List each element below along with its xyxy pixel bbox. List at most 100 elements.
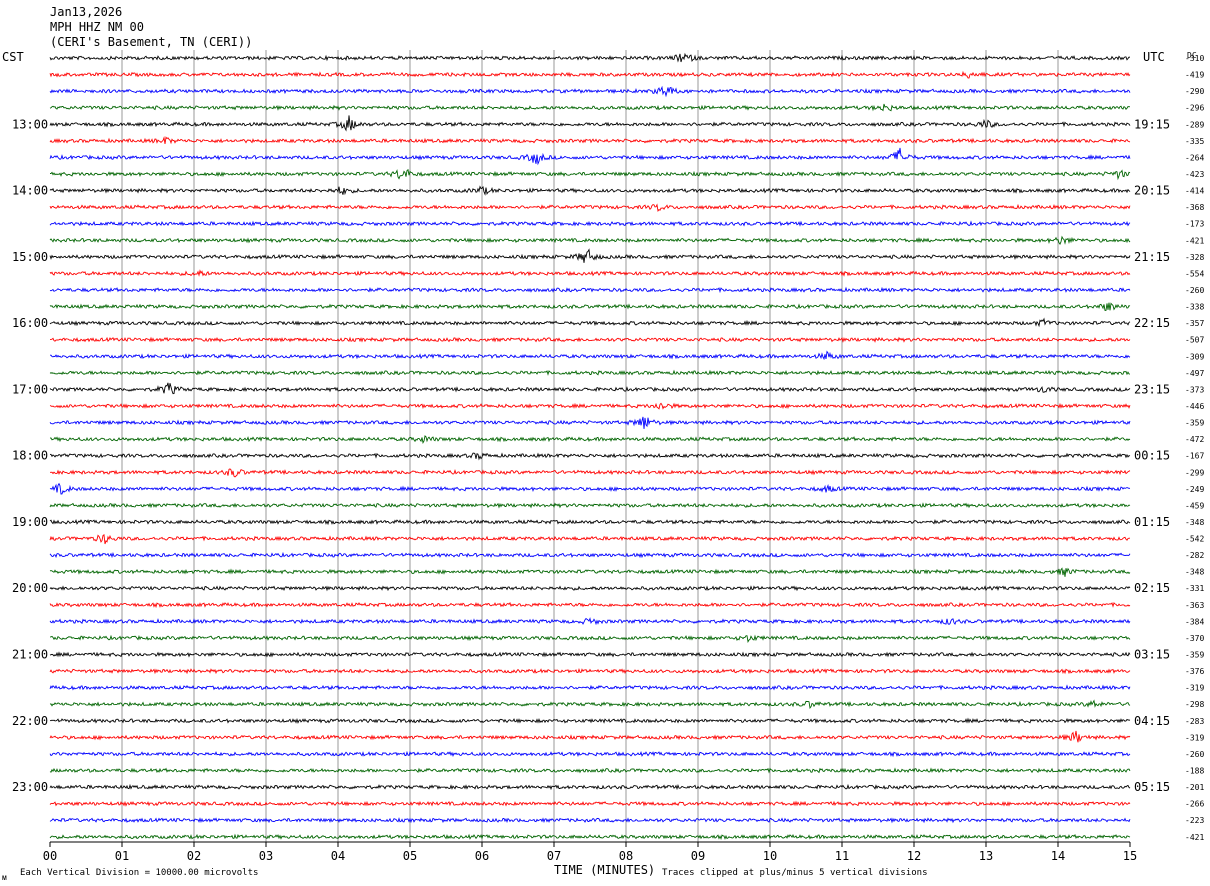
trace-row-46 [49,817,1131,824]
dc-offset-label: -414 [1185,187,1204,196]
cst-time-label: 13:00 [12,117,48,131]
x-axis-ticks: 00 01 02 03 04 05 06 07 08 09 10 11 12 13 14 15 [43,842,1137,863]
trace-row-38 [49,684,1131,691]
dc-offset-label: -368 [1185,203,1204,212]
dc-offset-label: -249 [1185,485,1204,494]
cst-time-label: 21:00 [12,648,48,662]
minute-gridlines [121,50,1059,842]
trace-row-47 [49,833,1131,840]
utc-time-label: 19:15 [1134,117,1170,131]
utc-time-label: 01:15 [1134,515,1170,529]
cst-time-label: 17:00 [12,382,48,396]
dc-offset-label: -348 [1185,568,1204,577]
trace-row-41 [49,730,1131,743]
trace-row-32 [49,585,1131,592]
dc-offset-label: -188 [1185,767,1204,776]
x-tick-label: 10 [763,849,777,863]
utc-time-label: 21:15 [1134,250,1170,264]
dc-offset-label: -421 [1185,833,1204,842]
dc-offset-label: -260 [1185,286,1204,295]
trace-row-29 [49,533,1130,545]
x-tick-label: 07 [547,849,561,863]
dc-offset-label: -376 [1185,667,1204,676]
cst-time-label: 18:00 [12,449,48,463]
trace-row-9 [49,203,1131,212]
cst-time-label: 16:00 [12,316,48,330]
x-tick-label: 15 [1123,849,1137,863]
dc-offset-label: -289 [1185,120,1204,129]
trace-row-26 [49,482,1131,495]
utc-time-label: 05:15 [1134,780,1170,794]
trace-row-3 [49,103,1131,112]
dc-offset-label: -299 [1185,468,1204,477]
dc-offset-label: -319 [1185,684,1204,693]
x-tick-label: 09 [691,849,705,863]
dc-offset-label: -370 [1185,634,1204,643]
trace-row-5 [49,136,1131,145]
dc-offset-label: -335 [1185,137,1204,146]
x-tick-label: 02 [187,849,201,863]
trace-row-42 [49,750,1131,758]
dc-offset-label: -363 [1185,601,1204,610]
date-label: Jan13,2026 [50,5,122,19]
clip-note: Traces clipped at plus/minus 5 vertical … [662,868,928,878]
x-tick-label: 12 [907,849,921,863]
trace-row-31 [49,567,1131,577]
dc-offset-label: -173 [1185,220,1204,229]
utc-time-label: 03:15 [1134,648,1170,662]
trace-row-34 [49,617,1131,626]
x-tick-label: 14 [1051,849,1065,863]
dc-offset-label: -554 [1185,269,1204,278]
trace-row-13 [49,269,1131,277]
trace-row-33 [49,601,1131,609]
trace-row-14 [49,286,1131,294]
dc-offset-label: -223 [1185,816,1204,825]
dc-offset-label: -419 [1185,71,1204,80]
dc-offset-label: -296 [1185,104,1204,113]
trace-row-36 [49,651,1131,658]
trace-row-43 [49,767,1131,774]
dc-offset-label: -282 [1185,551,1204,560]
x-tick-label: 00 [43,849,57,863]
cst-time-label: 20:00 [12,581,48,595]
location-label: (CERI's Basement, TN (CERI)) [50,35,252,49]
trace-rows [49,52,1131,840]
dc-offset-label: -298 [1185,700,1204,709]
x-tick-label: 01 [115,849,129,863]
trace-row-11 [49,235,1131,245]
trace-row-22 [49,416,1131,429]
dc-offset-labels: -310 -419 -290 -296 -289 -335 -264 -423 -414 -368… [1185,54,1204,842]
trace-row-6 [49,147,1131,166]
dc-offset-label: -167 [1185,452,1204,461]
trace-row-30 [49,551,1131,559]
dc-offset-label: -421 [1185,236,1204,245]
trace-row-27 [49,502,1131,509]
cst-time-labels: 13:00 14:00 15:00 16:00 17:00 18:00 19:00 20:00… [12,117,48,794]
dc-label: DC [1187,51,1197,60]
trace-row-21 [49,402,1131,410]
dc-offset-label: -309 [1185,352,1204,361]
dc-offset-label: -331 [1185,584,1204,593]
trace-row-1 [49,70,1131,79]
utc-time-label: 23:15 [1134,382,1170,396]
dc-offset-label: -357 [1185,319,1204,328]
trace-row-19 [49,369,1131,376]
scale-note: Each Vertical Division = 10000.00 microv… [20,868,258,878]
cst-time-label: 22:00 [12,714,48,728]
dc-offset-label: -373 [1185,385,1204,394]
trace-row-8 [49,185,1131,196]
dc-offset-label: -384 [1185,617,1204,626]
cst-label: CST [2,50,24,64]
trace-row-16 [49,317,1131,328]
cst-time-label: 14:00 [12,184,48,198]
dc-offset-label: -348 [1185,518,1204,527]
trace-row-40 [49,717,1131,724]
x-tick-label: 11 [835,849,849,863]
utc-time-label: 00:15 [1134,449,1170,463]
x-tick-label: 08 [619,849,633,863]
corner-mark: ᴍ [2,873,7,882]
dc-offset-label: -290 [1185,87,1204,96]
trace-row-12 [49,248,1131,263]
x-tick-label: 13 [979,849,993,863]
station-label: MPH HHZ NM 00 [50,20,144,34]
